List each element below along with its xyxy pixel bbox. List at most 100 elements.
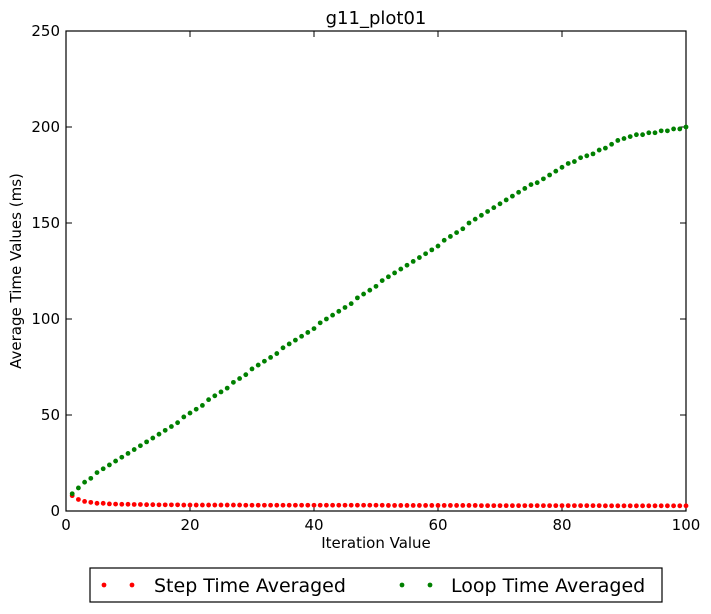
data-point [658,128,664,134]
y-tick-label: 50 [41,406,60,424]
data-point [69,491,75,497]
data-point [299,502,304,508]
data-point [491,503,497,509]
data-point [627,503,633,509]
data-point [379,502,385,508]
data-point [572,159,577,164]
data-point [559,503,565,509]
y-tick-label: 200 [31,118,60,136]
x-tick-label: 80 [552,516,571,534]
data-point [448,503,453,508]
data-point [262,502,267,508]
legend: Step Time Averaged Loop Time Averaged [89,567,663,603]
data-point [100,500,106,506]
legend-marker-dot [399,582,405,588]
legend-marker-loop-time [399,582,433,588]
data-point [516,189,521,195]
data-point [243,502,249,508]
data-point [156,431,162,437]
data-point [330,502,335,508]
data-point [169,424,174,429]
data-point [621,503,627,509]
data-point [237,502,243,508]
data-point [603,503,608,509]
data-point [485,209,490,214]
data-point [249,366,255,372]
data-point [317,502,323,508]
data-point [361,291,366,297]
data-point [348,502,354,508]
data-point [627,134,633,140]
data-point [603,145,608,151]
data-point [386,503,391,508]
data-point [286,341,292,347]
data-point [640,503,645,509]
legend-marker-step-time [101,582,135,588]
data-point [503,503,509,509]
data-point [206,502,212,508]
data-point [274,502,280,508]
data-point [460,226,466,232]
data-point [522,503,528,509]
data-point [578,503,583,509]
data-point [615,138,621,143]
data-point [156,502,162,508]
data-point [218,502,224,508]
data-point [454,503,459,508]
data-point [497,503,503,509]
data-point [534,503,540,509]
data-point [658,503,664,509]
data-point [113,501,118,507]
data-point [559,164,565,170]
data-point [423,251,428,257]
data-point [286,502,292,508]
axis-ticks: 0 20 40 60 80 100 0 50 100 150 200 250 [31,22,700,534]
legend-label-step-time: Step Time Averaged [154,575,346,597]
data-point [324,316,329,322]
series-1 [69,124,689,497]
data-point [510,503,515,509]
data-point [528,503,534,509]
legend-label-loop-time: Loop Time Averaged [451,575,645,597]
data-point [231,502,236,508]
data-point [671,503,676,509]
data-point [224,502,230,508]
data-point [578,155,583,161]
data-point [107,501,112,507]
data-point [76,485,81,491]
data-point [634,132,639,138]
data-point [107,462,112,468]
x-tick-label: 0 [61,516,71,534]
data-point [398,503,404,508]
data-point [94,470,100,475]
data-point [175,502,181,508]
data-point [547,503,552,509]
data-point [596,503,602,509]
data-point [590,151,596,157]
y-tick-label: 250 [31,22,60,40]
data-point [330,312,335,318]
data-point [175,420,181,426]
data-point [677,126,683,132]
data-point [144,439,150,445]
data-point [646,130,652,136]
data-point [169,502,174,508]
data-point [621,136,627,141]
data-point [361,502,366,508]
data-point [162,427,168,433]
legend-marker-dot [101,582,107,588]
data-point [429,503,435,508]
x-axis-label: Iteration Value [321,534,431,552]
legend-marker-dot [427,582,433,588]
data-point [404,503,410,508]
data-point [131,502,137,507]
data-point [472,503,478,508]
data-point [311,502,317,508]
data-point [125,501,131,507]
data-point [218,389,224,395]
data-point [138,443,143,449]
data-point [82,499,87,504]
data-point [100,466,106,472]
data-point [435,243,441,249]
